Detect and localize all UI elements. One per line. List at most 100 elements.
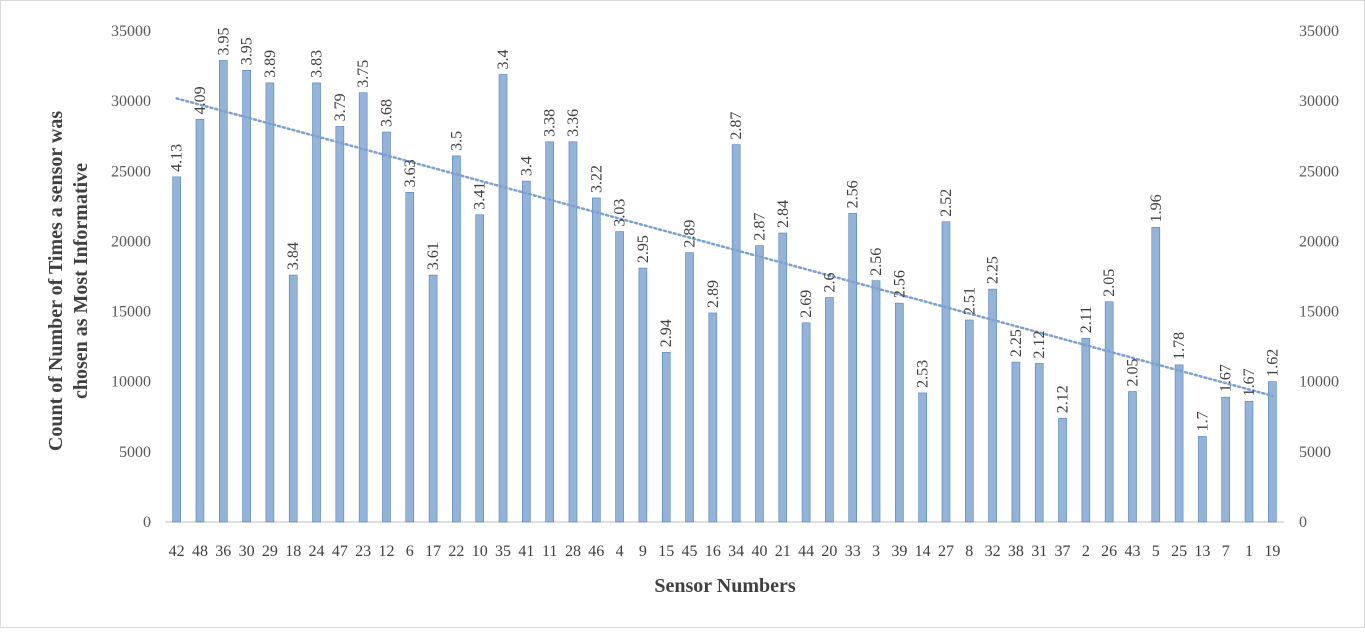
y2-tick-label: 30000 [1299, 93, 1339, 110]
x-tick-label: 17 [425, 543, 441, 560]
bar-data-label: 4.13 [169, 144, 186, 172]
bar [218, 60, 228, 523]
x-tick-label: 29 [262, 543, 278, 560]
x-tick-label: 28 [565, 543, 581, 560]
x-tick-label: 36 [215, 543, 231, 560]
bar-data-label: 2.52 [938, 189, 955, 217]
bar [918, 392, 927, 523]
bar-data-label: 4.09 [192, 86, 209, 114]
bar-data-label: 1.67 [1218, 364, 1235, 392]
y-axis-title-line2: chosen as Most Informative [70, 163, 92, 399]
bar-data-label: 2.95 [635, 235, 652, 263]
bar-data-label: 1.96 [1148, 194, 1165, 222]
bar-data-label: 3.68 [378, 99, 395, 127]
x-tick-label: 43 [1124, 543, 1140, 560]
bar [638, 267, 648, 523]
bar [941, 221, 951, 523]
x-tick-label: 32 [985, 543, 1001, 560]
bar [848, 213, 858, 523]
bar [312, 82, 321, 523]
bar-data-label: 2.12 [1031, 330, 1048, 358]
trendline-layer [175, 97, 1274, 398]
bar [265, 82, 275, 523]
x-tick-label: 21 [775, 543, 791, 560]
x-tick-label: 40 [751, 543, 767, 560]
bar [522, 180, 531, 523]
data-labels-layer: 4.13 4.09 3.95 3.95 3.89 3.84 3.83 3.79 3.75 3.68… [169, 27, 1282, 431]
bar [335, 126, 345, 523]
y2-tick-label: 0 [1299, 514, 1307, 531]
bar-data-label: 1.67 [1241, 368, 1258, 396]
x-tick-label: 42 [169, 543, 185, 560]
bar-data-label: 2.56 [845, 180, 862, 208]
bar [568, 141, 578, 523]
bar-data-label: 3.63 [402, 159, 419, 187]
trendline [175, 97, 1274, 398]
bar-data-label: 2.56 [891, 270, 908, 298]
bar [475, 214, 485, 523]
bar-data-label: 3.4 [495, 49, 512, 69]
bar [1104, 301, 1114, 523]
x-tick-label: 31 [1031, 543, 1047, 560]
x-tick-label: 47 [332, 543, 348, 560]
bar [731, 144, 741, 523]
x-tick-label: 5 [1152, 543, 1160, 560]
bar [172, 176, 181, 523]
y-tick-label: 35000 [111, 23, 151, 40]
bar-data-label: 2.89 [682, 220, 699, 248]
bar [1151, 227, 1161, 523]
bar-data-label: 3.89 [262, 50, 279, 78]
bar [428, 274, 438, 523]
y-tick-label: 10000 [111, 374, 151, 391]
x-tick-label: 26 [1101, 543, 1117, 560]
x-tick-label: 30 [239, 543, 255, 560]
bar [1128, 391, 1137, 523]
x-tick-label: 7 [1222, 543, 1230, 560]
x-tick-label: 12 [378, 543, 394, 560]
ticks-layer: 0 0 5000 5000 10000 10000 15000 15000 20000 20000… [111, 23, 1339, 560]
bar-data-label: 2.05 [1101, 269, 1118, 297]
x-tick-label: 48 [192, 543, 208, 560]
bar-data-label: 3.61 [425, 242, 442, 270]
bar-data-label: 3.84 [285, 242, 302, 270]
y-tick-label: 5000 [119, 444, 151, 461]
bar [382, 131, 391, 523]
bar [498, 74, 508, 523]
bar-data-label: 1.7 [1194, 411, 1211, 431]
y-tick-label: 0 [143, 514, 151, 531]
x-tick-label: 9 [639, 543, 647, 560]
x-tick-label: 6 [406, 543, 414, 560]
x-tick-label: 39 [891, 543, 907, 560]
bar [988, 288, 997, 523]
bar [1081, 337, 1091, 523]
y-tick-label: 15000 [111, 304, 151, 321]
x-tick-label: 34 [728, 543, 744, 560]
x-tick-label: 46 [588, 543, 604, 560]
x-tick-label: 23 [355, 543, 371, 560]
x-axis-title: Sensor Numbers [654, 575, 796, 597]
bar [405, 192, 415, 523]
bar [591, 197, 601, 523]
bar-data-label: 2.11 [1078, 306, 1095, 333]
x-tick-label: 45 [682, 543, 698, 560]
x-tick-label: 14 [915, 543, 931, 560]
bar-data-label: 2.25 [1008, 329, 1025, 357]
x-tick-label: 19 [1264, 543, 1280, 560]
bar [615, 231, 624, 523]
bar-data-label: 3.03 [612, 199, 629, 227]
y-tick-label: 20000 [111, 233, 151, 250]
bar [871, 280, 881, 523]
bar-data-label: 2.69 [798, 290, 815, 318]
bar [685, 252, 694, 523]
x-tick-label: 3 [872, 543, 880, 560]
x-tick-label: 16 [705, 543, 721, 560]
x-tick-label: 22 [448, 543, 464, 560]
x-tick-label: 10 [472, 543, 488, 560]
bar-data-label: 1.78 [1171, 332, 1188, 360]
bar-data-label: 2.87 [728, 112, 745, 140]
x-tick-label: 27 [938, 543, 954, 560]
x-tick-label: 41 [518, 543, 534, 560]
bar-data-label: 3.83 [309, 50, 326, 78]
bar [288, 274, 298, 523]
